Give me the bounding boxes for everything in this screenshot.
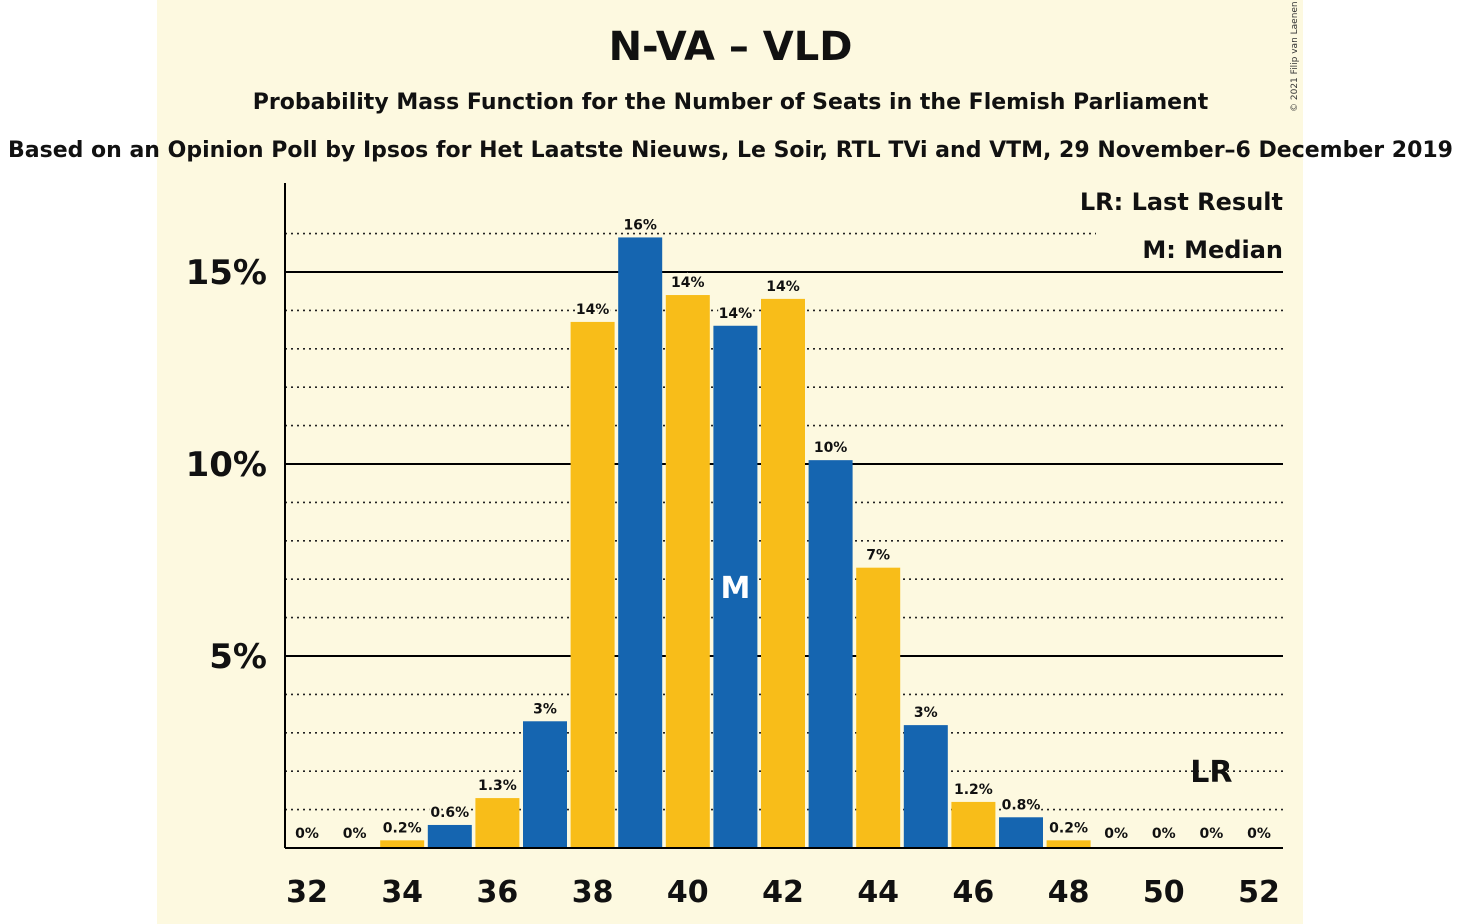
data-label: 14% <box>719 306 753 322</box>
x-tick-label: 42 <box>762 875 804 910</box>
data-label: 14% <box>766 279 800 295</box>
legend-background <box>1096 232 1286 266</box>
data-label: 0.6% <box>430 805 469 821</box>
bar-seat-38 <box>570 321 615 848</box>
bar-seat-43 <box>808 460 853 848</box>
data-label: 3% <box>914 705 938 721</box>
chart-title: N-VA – VLD <box>608 24 853 70</box>
x-tick-label: 46 <box>953 875 995 910</box>
bar-seat-34 <box>380 840 425 848</box>
y-tick-label: 15% <box>186 253 267 293</box>
bar-seat-36 <box>475 798 520 848</box>
data-label: 16% <box>623 217 657 233</box>
axes: 5% 10% 15% 32 34 36 38 40 42 44 46 48 50 52 <box>186 183 1283 910</box>
y-tick-label: 10% <box>186 445 267 485</box>
bar-seat-40 <box>665 295 710 848</box>
legend: LR: Last Result M: Median <box>1080 184 1286 266</box>
x-tick-label: 38 <box>572 875 614 910</box>
data-label: 0% <box>295 826 319 842</box>
x-tick-label: 34 <box>381 875 423 910</box>
x-tick-label: 32 <box>286 875 328 910</box>
x-tick-label: 52 <box>1238 875 1280 910</box>
chart-subtitle: Probability Mass Function for the Number… <box>252 90 1209 115</box>
data-label: 0% <box>1200 826 1224 842</box>
bar-seat-47 <box>999 817 1043 848</box>
bar-seat-48 <box>1046 840 1091 848</box>
chart-source: Based on an Opinion Poll by Ipsos for He… <box>7 138 1453 163</box>
bars <box>380 237 1091 848</box>
legend-entry: M: Median <box>1142 236 1283 264</box>
bar-seat-42 <box>761 298 805 848</box>
median-marker: M <box>720 571 750 606</box>
data-label: 14% <box>671 275 705 291</box>
data-labels: 0% 0% 0.2% 0.6% 1.3% 3% 14% 16% 14% 14% M 14% 10% 7% 3… <box>293 215 1273 844</box>
legend-entry: LR: Last Result <box>1080 188 1283 216</box>
data-label: 14% <box>576 302 610 318</box>
data-label: 0.8% <box>1002 797 1041 813</box>
bar-seat-35 <box>427 824 472 848</box>
data-label: 0.2% <box>383 820 422 836</box>
bar-seat-45 <box>903 725 948 848</box>
y-tick-label: 5% <box>209 637 267 677</box>
bar-seat-41 <box>713 325 758 848</box>
data-label: 0% <box>1152 826 1176 842</box>
bar-seat-46 <box>951 801 996 848</box>
data-label: 3% <box>533 701 557 717</box>
data-label: 0% <box>343 826 367 842</box>
x-tick-label: 44 <box>857 875 899 910</box>
bar-seat-39 <box>618 237 663 848</box>
data-label: 0.2% <box>1049 820 1088 836</box>
data-label: 1.2% <box>954 782 993 798</box>
legend-background <box>1096 184 1286 218</box>
data-label: 1.3% <box>478 778 517 794</box>
data-label: 10% <box>814 440 848 456</box>
data-label: 7% <box>866 548 890 564</box>
x-tick-label: 50 <box>1143 875 1185 910</box>
x-tick-label: 40 <box>667 875 709 910</box>
bar-seat-44 <box>856 567 901 848</box>
x-tick-label: 36 <box>477 875 519 910</box>
bar-seat-37 <box>523 721 567 848</box>
x-tick-label: 48 <box>1048 875 1090 910</box>
data-label: 0% <box>1247 826 1271 842</box>
last-result-marker: LR <box>1190 755 1232 790</box>
data-label: 0% <box>1104 826 1128 842</box>
